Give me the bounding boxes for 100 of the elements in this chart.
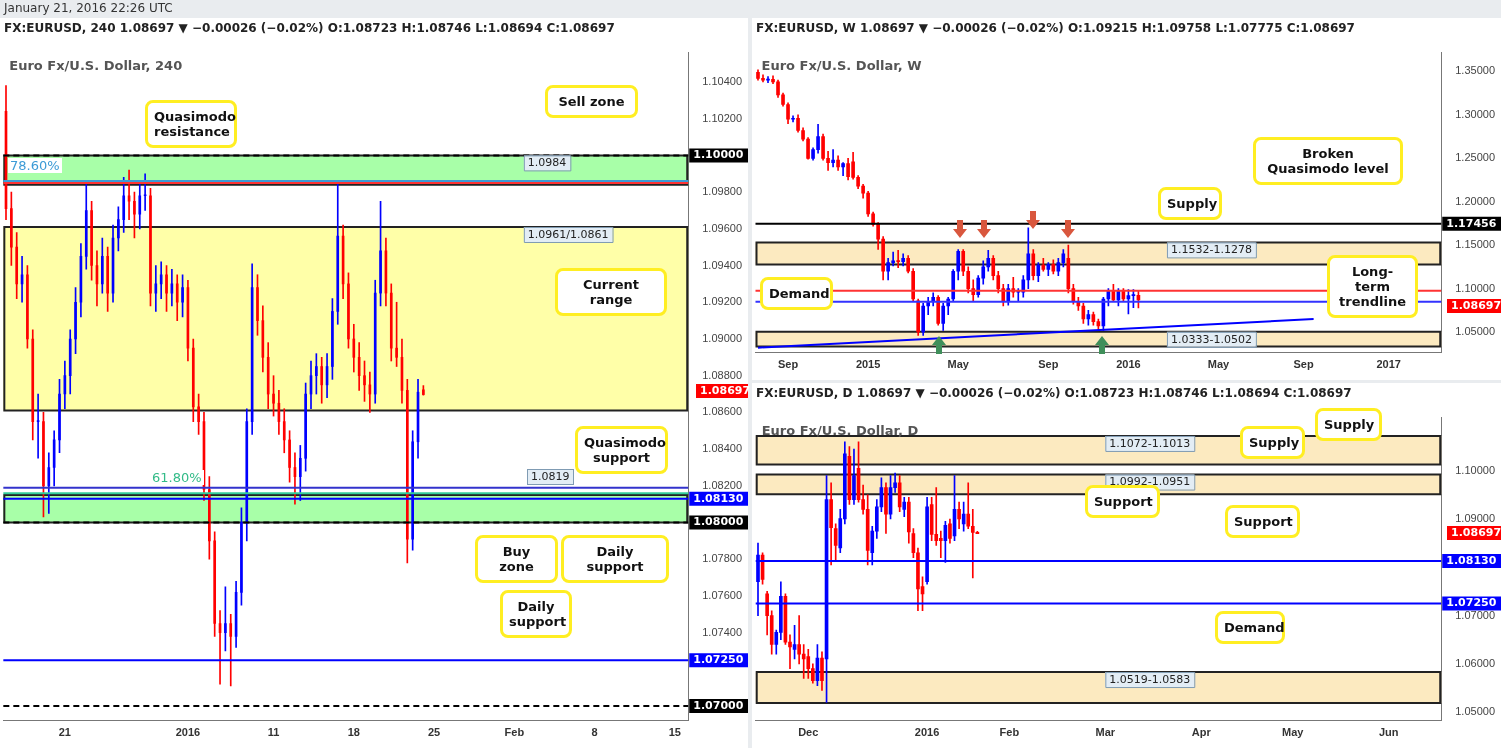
ref-line-label: 1.08130 <box>1446 553 1497 567</box>
candlestick <box>106 246 109 312</box>
y-tick-label: 1.20000 <box>1455 194 1495 207</box>
y-tick-label: 1.09000 <box>702 332 742 344</box>
candlestick <box>896 250 900 269</box>
candlestick <box>801 644 806 679</box>
speech-bubble: Broken Quasimodo level <box>1253 137 1403 185</box>
band-label: 1.0333-1.0502 <box>1170 332 1252 346</box>
text: 1.08697 <box>1447 299 1501 313</box>
candlestick <box>181 274 184 318</box>
candlestick <box>405 379 409 564</box>
candlestick <box>938 530 943 558</box>
candlestick <box>133 191 136 239</box>
x-tick-label: May <box>947 358 970 371</box>
text: January 21, 2016 22:26 UTC <box>4 1 173 15</box>
y-tick-label: 1.09200 <box>702 295 742 308</box>
chart-title: FX:EURUSD, W 1.08697 ▼ −0.00026 (−0.02%) O:1.09215 H:1.09758 L:1.07775 C:1.08697 <box>756 21 1355 35</box>
candlestick <box>304 382 307 472</box>
text: 1.08697 <box>1447 526 1501 540</box>
candlestick <box>229 614 233 687</box>
y-tick-label: 1.15000 <box>1455 238 1495 251</box>
y-tick-label: 1.09400 <box>702 258 742 271</box>
candlestick <box>422 385 425 396</box>
x-tick-label: 18 <box>347 726 360 739</box>
annotation: 1.0819 <box>527 469 574 485</box>
chart-title: FX:EURUSD, 240 1.08697 ▼ −0.00026 (−0.02%) O:1.08723 H:1.08746 L:1.08694 C:1.08697 <box>4 21 615 35</box>
x-tick-label: 21 <box>58 726 71 739</box>
x-tick-label: Sep <box>1293 358 1314 371</box>
candlestick <box>154 265 158 312</box>
y-tick-label: 1.10000 <box>1455 281 1495 294</box>
speech-bubble: Supply <box>1315 408 1382 441</box>
band-label: 1.1532-1.1278 <box>1170 243 1252 257</box>
speech-bubble: Support <box>1225 505 1300 538</box>
y-tick-label: 1.09800 <box>702 185 742 198</box>
x-tick-label: May <box>1207 358 1231 371</box>
candlestick <box>149 188 152 307</box>
candlestick <box>208 476 211 560</box>
y-tick-label: 1.06000 <box>1455 656 1495 669</box>
x-tick-label: Dec <box>798 726 819 739</box>
candlestick <box>165 265 168 312</box>
candlestick <box>788 634 792 669</box>
speech-bubble: Daily support <box>561 535 669 583</box>
ref-line-label: 1.08130 <box>693 491 744 505</box>
candlestick <box>831 149 835 168</box>
text: Euro Fx/U.S. Dollar, W <box>761 57 922 73</box>
candlestick <box>213 531 217 637</box>
ref-line-label: 1.17456 <box>1446 216 1497 230</box>
candlestick <box>143 173 147 211</box>
y-tick-label: 1.25000 <box>1455 151 1495 164</box>
y-tick-label: 1.07600 <box>702 589 742 601</box>
candlestick <box>315 353 318 395</box>
speech-bubble: Long-term trendline <box>1327 255 1418 318</box>
candlestick <box>240 507 243 606</box>
x-tick-label: 2017 <box>1376 358 1401 371</box>
candlestick <box>379 200 382 307</box>
speech-bubble: Sell zone <box>545 85 638 118</box>
y-tick-label: 1.07400 <box>702 625 742 638</box>
band-label: 1.0984 <box>527 156 567 170</box>
x-tick-label: Feb <box>999 726 1020 739</box>
candlestick <box>970 509 975 579</box>
candlestick <box>117 206 120 252</box>
x-tick-label: 11 <box>267 726 280 739</box>
candlestick <box>288 430 291 483</box>
candlestick <box>347 272 350 349</box>
text: Euro Fx/U.S. Dollar, D <box>761 422 919 438</box>
chart-title: FX:EURUSD, D 1.08697 ▼ −0.00026 (−0.02%) O:1.08723 H:1.08746 L:1.08694 C:1.08697 <box>756 386 1352 400</box>
x-tick-label: Jun <box>1378 726 1399 739</box>
x-tick-label: 2016 <box>914 726 940 739</box>
candlestick <box>395 301 398 367</box>
y-tick-label: 1.08400 <box>702 442 742 455</box>
band-label: 1.0519-1.0583 <box>1109 672 1191 686</box>
candlestick <box>58 379 61 454</box>
y-tick-label: 1.08200 <box>702 478 742 491</box>
speech-bubble: Support <box>1085 485 1160 518</box>
y-tick-label: 1.08800 <box>702 368 742 381</box>
y-tick-label: 1.05000 <box>1455 705 1495 718</box>
y-tick-label: 1.09000 <box>1455 512 1495 525</box>
text: Euro Fx/U.S. Dollar, 240 <box>9 57 183 73</box>
y-tick-label: 1.35000 <box>1455 64 1495 77</box>
annotation: 78.60% <box>8 158 62 173</box>
candlestick <box>74 287 77 354</box>
band-label: 1.0961/1.0861 <box>527 227 609 241</box>
candlestick <box>197 393 200 435</box>
x-tick-label: 15 <box>668 726 681 739</box>
candlestick <box>272 375 275 417</box>
candlestick <box>791 115 795 123</box>
x-tick-label: 2016 <box>175 726 201 739</box>
x-tick-label: 25 <box>427 726 441 739</box>
annotation: 61.80% <box>150 470 204 485</box>
ref-line-label: 1.07250 <box>693 653 744 667</box>
y-tick-label: 1.30000 <box>1455 107 1495 120</box>
x-tick-label: 2016 <box>1116 358 1141 371</box>
candlestick <box>363 360 366 402</box>
x-tick-label: May <box>1282 726 1305 739</box>
speech-bubble: Buy zone <box>475 535 558 583</box>
y-tick-label: 1.10200 <box>702 111 742 124</box>
candlestick <box>10 191 13 266</box>
candlestick <box>256 274 259 336</box>
y-tick-label: 1.09600 <box>702 221 742 234</box>
x-tick-label: Mar <box>1095 726 1116 739</box>
